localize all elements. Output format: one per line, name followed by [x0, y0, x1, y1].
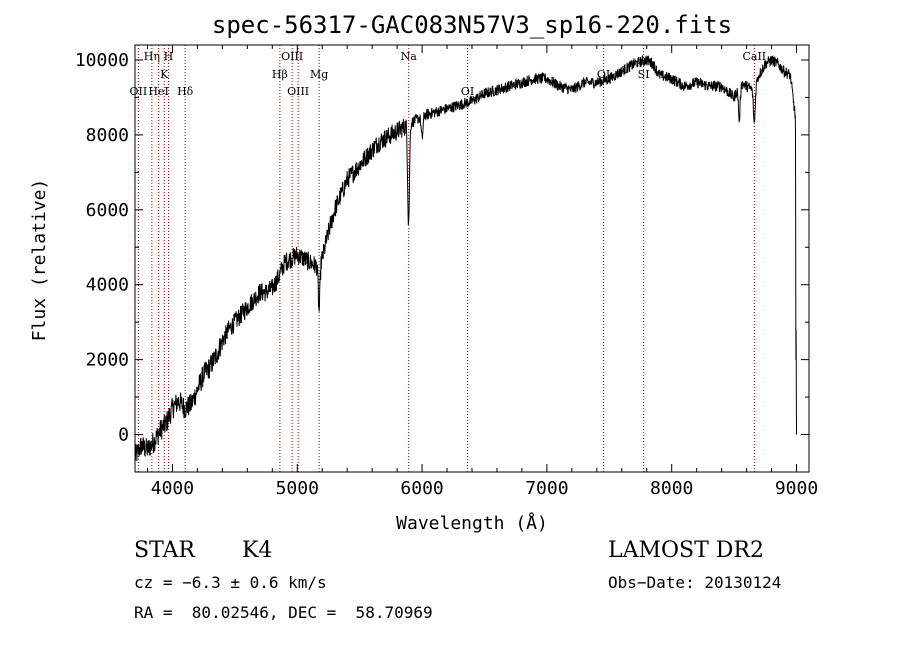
line-label-1: Hη — [144, 50, 160, 63]
x-tick-label-1: 5000 — [276, 478, 319, 499]
object-class: STAR — [134, 538, 195, 563]
object-subclass: K4 — [242, 538, 273, 563]
spectrum-line — [134, 54, 797, 462]
x-tick-label-5: 9000 — [775, 478, 818, 499]
y-tick-label-4: 8000 — [86, 125, 129, 146]
x-axis: 4000 5000 6000 7000 8000 9000 — [146, 45, 818, 499]
line-label-11: OI — [461, 85, 474, 98]
line-label-10: Na — [401, 50, 418, 63]
line-label-4: H — [164, 50, 174, 63]
y-tick-label-2: 4000 — [86, 275, 129, 296]
line-label-7: OIII — [281, 50, 303, 63]
chart-title: spec-56317-GAC083N57V3_sp16-220.fits — [212, 11, 732, 39]
x-axis-label: Wavelength (Å) — [396, 512, 548, 534]
x-tick-label-4: 8000 — [650, 478, 693, 499]
line-label-3: K — [160, 68, 169, 81]
y-tick-label-5: 10000 — [75, 50, 129, 71]
y-tick-label-1: 2000 — [86, 350, 129, 371]
line-label-14: CaII — [742, 50, 766, 63]
redshift-velocity: cz = −6.3 ± 0.6 km/s — [134, 573, 327, 592]
x-tick-label-0: 4000 — [151, 478, 194, 499]
y-tick-label-3: 6000 — [86, 200, 129, 221]
observation-date: Obs−Date: 20130124 — [608, 573, 782, 592]
x-tick-label-2: 6000 — [400, 478, 443, 499]
line-label-9: Mg — [310, 68, 328, 81]
line-label-0: OII — [130, 85, 148, 98]
line-label-5: Hδ — [177, 85, 194, 98]
line-label-6: Hβ — [272, 68, 288, 81]
y-axis-label: Flux (relative) — [29, 179, 50, 342]
y-axis: 0 2000 4000 6000 8000 10000 — [75, 50, 809, 473]
y-tick-label-0: 0 — [118, 425, 129, 446]
coordinates: RA = 80.02546, DEC = 58.70969 — [134, 603, 433, 622]
line-label-8: OIII — [287, 85, 309, 98]
survey-name: LAMOST DR2 — [608, 538, 764, 563]
line-label-13: SI — [638, 68, 650, 81]
plot-frame — [134, 44, 810, 473]
line-label-2: HeI — [148, 85, 168, 98]
x-tick-label-3: 7000 — [525, 478, 568, 499]
